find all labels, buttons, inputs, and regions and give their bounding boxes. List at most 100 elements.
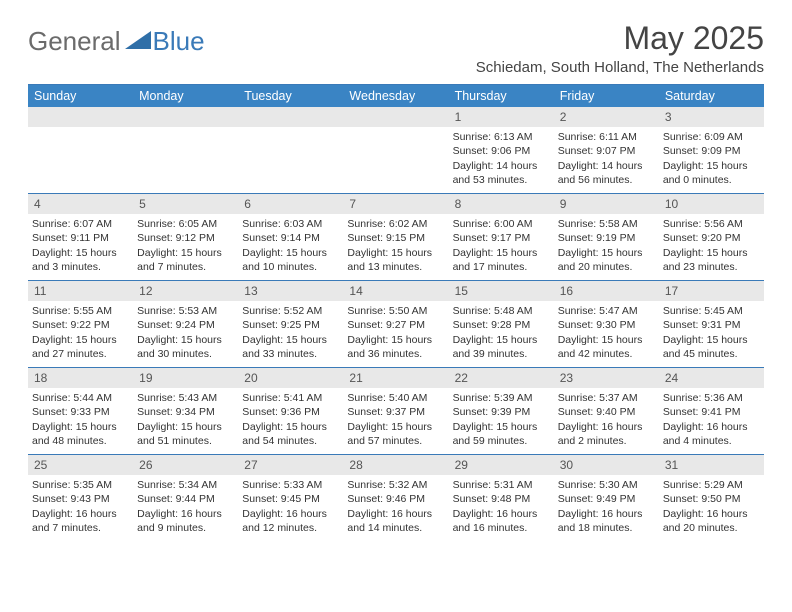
- weekday-label: Sunday: [28, 85, 133, 107]
- sunrise-line: Sunrise: 5:34 AM: [137, 478, 234, 492]
- day-number: 26: [133, 455, 238, 475]
- daylight-line: Daylight: 15 hours and 33 minutes.: [242, 333, 339, 361]
- day-cell: 24Sunrise: 5:36 AMSunset: 9:41 PMDayligh…: [659, 368, 764, 454]
- daylight-line: Daylight: 15 hours and 57 minutes.: [347, 420, 444, 448]
- day-number: 22: [449, 368, 554, 388]
- day-number: 20: [238, 368, 343, 388]
- day-number: 2: [554, 107, 659, 127]
- daylight-line: Daylight: 14 hours and 56 minutes.: [558, 159, 655, 187]
- sunset-line: Sunset: 9:15 PM: [347, 231, 444, 245]
- day-number: 27: [238, 455, 343, 475]
- day-number: 17: [659, 281, 764, 301]
- sunset-line: Sunset: 9:12 PM: [137, 231, 234, 245]
- sunrise-line: Sunrise: 6:09 AM: [663, 130, 760, 144]
- sunset-line: Sunset: 9:46 PM: [347, 492, 444, 506]
- daylight-line: Daylight: 15 hours and 23 minutes.: [663, 246, 760, 274]
- sunrise-line: Sunrise: 5:48 AM: [453, 304, 550, 318]
- sunset-line: Sunset: 9:44 PM: [137, 492, 234, 506]
- week-row: 18Sunrise: 5:44 AMSunset: 9:33 PMDayligh…: [28, 367, 764, 454]
- week-row: 11Sunrise: 5:55 AMSunset: 9:22 PMDayligh…: [28, 280, 764, 367]
- day-number: 25: [28, 455, 133, 475]
- day-body: Sunrise: 5:43 AMSunset: 9:34 PMDaylight:…: [133, 388, 238, 453]
- sunset-line: Sunset: 9:25 PM: [242, 318, 339, 332]
- page-subtitle: Schiedam, South Holland, The Netherlands: [476, 59, 764, 76]
- sunrise-line: Sunrise: 5:52 AM: [242, 304, 339, 318]
- sunset-line: Sunset: 9:43 PM: [32, 492, 129, 506]
- day-cell: 10Sunrise: 5:56 AMSunset: 9:20 PMDayligh…: [659, 194, 764, 280]
- sunrise-line: Sunrise: 5:53 AM: [137, 304, 234, 318]
- sunrise-line: Sunrise: 6:05 AM: [137, 217, 234, 231]
- day-cell: [238, 107, 343, 193]
- daylight-line: Daylight: 15 hours and 45 minutes.: [663, 333, 760, 361]
- day-body: Sunrise: 5:33 AMSunset: 9:45 PMDaylight:…: [238, 475, 343, 540]
- day-body: Sunrise: 6:03 AMSunset: 9:14 PMDaylight:…: [238, 214, 343, 279]
- day-cell: 3Sunrise: 6:09 AMSunset: 9:09 PMDaylight…: [659, 107, 764, 193]
- week-row: 4Sunrise: 6:07 AMSunset: 9:11 PMDaylight…: [28, 193, 764, 280]
- day-cell: 23Sunrise: 5:37 AMSunset: 9:40 PMDayligh…: [554, 368, 659, 454]
- day-body: Sunrise: 5:40 AMSunset: 9:37 PMDaylight:…: [343, 388, 448, 453]
- week-row: 1Sunrise: 6:13 AMSunset: 9:06 PMDaylight…: [28, 107, 764, 193]
- day-cell: 26Sunrise: 5:34 AMSunset: 9:44 PMDayligh…: [133, 455, 238, 541]
- daylight-line: Daylight: 16 hours and 9 minutes.: [137, 507, 234, 535]
- day-cell: 6Sunrise: 6:03 AMSunset: 9:14 PMDaylight…: [238, 194, 343, 280]
- day-body: Sunrise: 5:56 AMSunset: 9:20 PMDaylight:…: [659, 214, 764, 279]
- day-cell: [343, 107, 448, 193]
- sunrise-line: Sunrise: 5:33 AM: [242, 478, 339, 492]
- logo: General Blue: [28, 26, 205, 57]
- daylight-line: Daylight: 15 hours and 20 minutes.: [558, 246, 655, 274]
- day-number: 6: [238, 194, 343, 214]
- day-number: [28, 107, 133, 127]
- day-cell: 16Sunrise: 5:47 AMSunset: 9:30 PMDayligh…: [554, 281, 659, 367]
- sunrise-line: Sunrise: 5:40 AM: [347, 391, 444, 405]
- day-cell: 5Sunrise: 6:05 AMSunset: 9:12 PMDaylight…: [133, 194, 238, 280]
- sunset-line: Sunset: 9:31 PM: [663, 318, 760, 332]
- day-cell: 28Sunrise: 5:32 AMSunset: 9:46 PMDayligh…: [343, 455, 448, 541]
- day-body: Sunrise: 5:41 AMSunset: 9:36 PMDaylight:…: [238, 388, 343, 453]
- day-number: 14: [343, 281, 448, 301]
- daylight-line: Daylight: 14 hours and 53 minutes.: [453, 159, 550, 187]
- day-number: [238, 107, 343, 127]
- day-body: Sunrise: 5:36 AMSunset: 9:41 PMDaylight:…: [659, 388, 764, 453]
- day-cell: 22Sunrise: 5:39 AMSunset: 9:39 PMDayligh…: [449, 368, 554, 454]
- calendar: SundayMondayTuesdayWednesdayThursdayFrid…: [28, 84, 764, 541]
- sunset-line: Sunset: 9:06 PM: [453, 144, 550, 158]
- day-cell: 14Sunrise: 5:50 AMSunset: 9:27 PMDayligh…: [343, 281, 448, 367]
- sunrise-line: Sunrise: 6:13 AM: [453, 130, 550, 144]
- sunset-line: Sunset: 9:33 PM: [32, 405, 129, 419]
- day-cell: 29Sunrise: 5:31 AMSunset: 9:48 PMDayligh…: [449, 455, 554, 541]
- daylight-line: Daylight: 15 hours and 42 minutes.: [558, 333, 655, 361]
- day-cell: 27Sunrise: 5:33 AMSunset: 9:45 PMDayligh…: [238, 455, 343, 541]
- weeks-container: 1Sunrise: 6:13 AMSunset: 9:06 PMDaylight…: [28, 107, 764, 541]
- day-cell: 12Sunrise: 5:53 AMSunset: 9:24 PMDayligh…: [133, 281, 238, 367]
- sunset-line: Sunset: 9:40 PM: [558, 405, 655, 419]
- sunrise-line: Sunrise: 5:30 AM: [558, 478, 655, 492]
- daylight-line: Daylight: 15 hours and 13 minutes.: [347, 246, 444, 274]
- weekday-label: Monday: [133, 85, 238, 107]
- weekday-label: Thursday: [449, 85, 554, 107]
- daylight-line: Daylight: 15 hours and 51 minutes.: [137, 420, 234, 448]
- day-cell: [28, 107, 133, 193]
- daylight-line: Daylight: 16 hours and 18 minutes.: [558, 507, 655, 535]
- daylight-line: Daylight: 15 hours and 48 minutes.: [32, 420, 129, 448]
- day-number: 18: [28, 368, 133, 388]
- sunset-line: Sunset: 9:20 PM: [663, 231, 760, 245]
- sunset-line: Sunset: 9:14 PM: [242, 231, 339, 245]
- day-cell: 15Sunrise: 5:48 AMSunset: 9:28 PMDayligh…: [449, 281, 554, 367]
- day-cell: 1Sunrise: 6:13 AMSunset: 9:06 PMDaylight…: [449, 107, 554, 193]
- sunrise-line: Sunrise: 5:45 AM: [663, 304, 760, 318]
- day-cell: 25Sunrise: 5:35 AMSunset: 9:43 PMDayligh…: [28, 455, 133, 541]
- sunrise-line: Sunrise: 5:31 AM: [453, 478, 550, 492]
- day-body: Sunrise: 5:48 AMSunset: 9:28 PMDaylight:…: [449, 301, 554, 366]
- day-number: 16: [554, 281, 659, 301]
- day-cell: 18Sunrise: 5:44 AMSunset: 9:33 PMDayligh…: [28, 368, 133, 454]
- day-number: 30: [554, 455, 659, 475]
- weekday-label: Wednesday: [343, 85, 448, 107]
- day-body: Sunrise: 5:52 AMSunset: 9:25 PMDaylight:…: [238, 301, 343, 366]
- sunrise-line: Sunrise: 5:56 AM: [663, 217, 760, 231]
- day-body: Sunrise: 6:05 AMSunset: 9:12 PMDaylight:…: [133, 214, 238, 279]
- day-body: Sunrise: 6:07 AMSunset: 9:11 PMDaylight:…: [28, 214, 133, 279]
- day-body: Sunrise: 5:34 AMSunset: 9:44 PMDaylight:…: [133, 475, 238, 540]
- page-title: May 2025: [476, 20, 764, 57]
- daylight-line: Daylight: 16 hours and 14 minutes.: [347, 507, 444, 535]
- daylight-line: Daylight: 15 hours and 27 minutes.: [32, 333, 129, 361]
